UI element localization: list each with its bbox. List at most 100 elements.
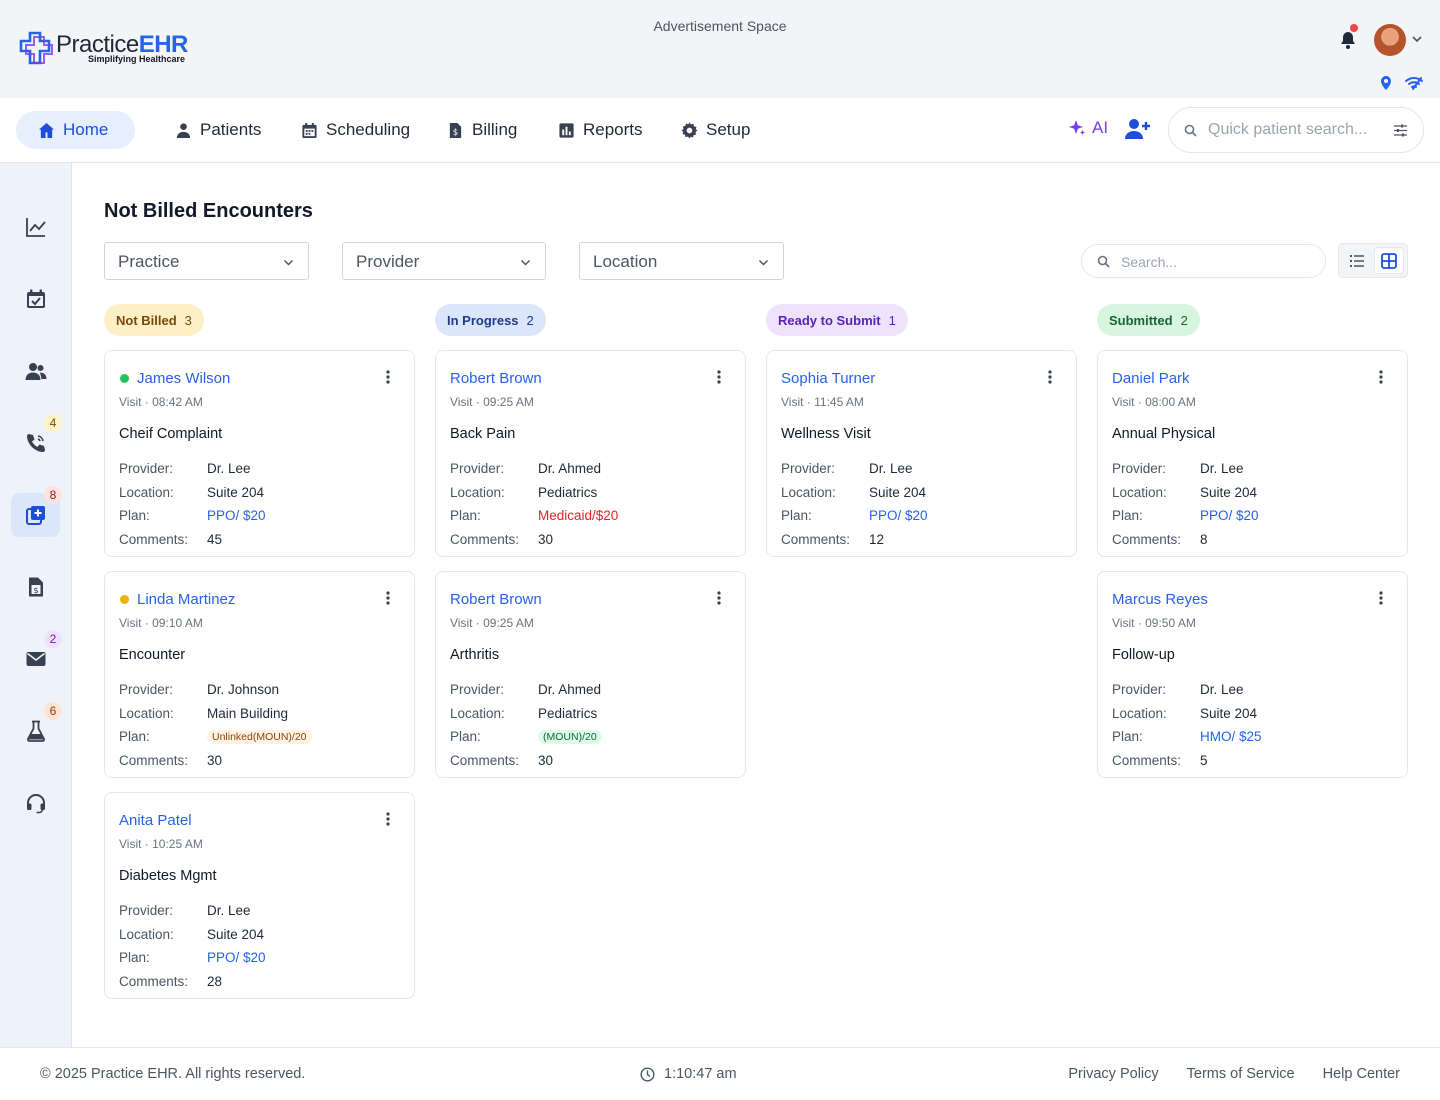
main-nav: Home Patients Scheduling $ Billing Repor… bbox=[0, 98, 1440, 163]
nav-home[interactable]: Home bbox=[16, 111, 135, 149]
more-options-icon[interactable] bbox=[712, 369, 726, 385]
patient-name-link[interactable]: Linda Martinez bbox=[137, 591, 236, 608]
notification-bell-icon[interactable] bbox=[1338, 30, 1358, 50]
location-value: Main Building bbox=[207, 706, 289, 721]
help-center-link[interactable]: Help Center bbox=[1322, 1066, 1400, 1082]
comments-label: Comments: bbox=[119, 532, 189, 547]
encounter-card[interactable]: Robert Brown Visit · 09:25 AM Arthritis Pro… bbox=[435, 571, 746, 778]
plan-row: Plan: Unlinked(MOUN)/20 bbox=[119, 729, 409, 744]
comments-value: 30 bbox=[538, 753, 554, 768]
sidebar-item-appointments[interactable] bbox=[11, 277, 60, 321]
comments-value: 30 bbox=[538, 532, 554, 547]
more-options-icon[interactable] bbox=[1043, 369, 1057, 385]
encounter-card[interactable]: Anita Patel Visit · 10:25 AM Diabetes Mgmt… bbox=[104, 792, 415, 999]
encounter-search-input[interactable]: Search... bbox=[1081, 244, 1326, 278]
sidebar-item-calls[interactable]: 4 bbox=[11, 414, 62, 465]
terms-of-service-link[interactable]: Terms of Service bbox=[1186, 1066, 1295, 1082]
more-options-icon[interactable] bbox=[381, 590, 395, 606]
encounter-card[interactable]: Linda Martinez Visit · 09:10 AM Encounter P… bbox=[104, 571, 415, 778]
patient-name-link[interactable]: Robert Brown bbox=[450, 591, 542, 608]
nav-setup[interactable]: Setup bbox=[681, 111, 750, 149]
sidebar-item-messages[interactable]: 2 bbox=[11, 630, 62, 681]
quick-patient-search[interactable]: Quick patient search... bbox=[1168, 107, 1424, 153]
board-view-button[interactable] bbox=[1374, 247, 1404, 274]
encounter-card[interactable]: Sophia Turner Visit · 11:45 AM Wellness Vi… bbox=[766, 350, 1077, 557]
patient-name-link[interactable]: Marcus Reyes bbox=[1112, 591, 1208, 608]
comments-value: 8 bbox=[1200, 532, 1208, 547]
comments-row: Comments: 28 bbox=[119, 974, 409, 989]
nav-reports[interactable]: Reports bbox=[558, 111, 643, 149]
location-label: Location: bbox=[781, 485, 836, 500]
provider-row: Provider: Dr. Lee bbox=[781, 461, 1071, 476]
sidebar-item-encounters[interactable]: 8 bbox=[11, 486, 62, 537]
chevron-down-icon[interactable] bbox=[1411, 33, 1423, 45]
location-filter[interactable]: Location bbox=[579, 242, 784, 280]
nav-scheduling[interactable]: Scheduling bbox=[301, 111, 410, 149]
comments-row: Comments: 30 bbox=[450, 532, 740, 547]
column-header-in-progress: In Progress 2 bbox=[435, 304, 546, 336]
list-view-button[interactable] bbox=[1342, 247, 1372, 274]
encounter-card[interactable]: Robert Brown Visit · 09:25 AM Back Pain Pro… bbox=[435, 350, 746, 557]
more-options-icon[interactable] bbox=[381, 811, 395, 827]
sidebar-item-analytics[interactable] bbox=[11, 205, 60, 249]
notification-dot bbox=[1350, 24, 1358, 32]
provider-label: Provider: bbox=[119, 682, 174, 697]
nav-billing[interactable]: $ Billing bbox=[447, 111, 517, 149]
brand-logo[interactable]: PracticeEHR Simplifying Healthcare bbox=[18, 30, 188, 66]
lab-icon bbox=[26, 720, 45, 742]
encounter-card[interactable]: James Wilson Visit · 08:42 AM Cheif Compla… bbox=[104, 350, 415, 557]
encounter-title: Follow-up bbox=[1112, 647, 1175, 663]
ai-assistant-button[interactable]: AI bbox=[1068, 118, 1108, 138]
sidebar-item-support[interactable] bbox=[11, 781, 60, 825]
plan-row: Plan: PPO/ $20 bbox=[1112, 508, 1402, 523]
sidebar-item-lab[interactable]: 6 bbox=[11, 702, 62, 753]
filter-sliders-icon[interactable] bbox=[1393, 123, 1408, 138]
more-options-icon[interactable] bbox=[381, 369, 395, 385]
column-header-submitted: Submitted 2 bbox=[1097, 304, 1200, 336]
patient-name-link[interactable]: James Wilson bbox=[137, 370, 231, 387]
encounter-title: Wellness Visit bbox=[781, 426, 871, 442]
patient-name-link[interactable]: Anita Patel bbox=[119, 812, 192, 829]
encounter-card[interactable]: Daniel Park Visit · 08:00 AM Annual Physic… bbox=[1097, 350, 1408, 557]
encounter-card[interactable]: Marcus Reyes Visit · 09:50 AM Follow-up Pro… bbox=[1097, 571, 1408, 778]
plan-label: Plan: bbox=[450, 508, 481, 523]
messages-badge: 2 bbox=[44, 630, 62, 648]
more-options-icon[interactable] bbox=[712, 590, 726, 606]
plan-row: Plan: (MOUN)/20 bbox=[450, 729, 740, 744]
view-toggle bbox=[1338, 243, 1408, 278]
column-header-not-billed: Not Billed 3 bbox=[104, 304, 204, 336]
privacy-policy-link[interactable]: Privacy Policy bbox=[1068, 1066, 1159, 1082]
add-user-icon[interactable] bbox=[1125, 118, 1151, 140]
comments-row: Comments: 45 bbox=[119, 532, 409, 547]
sidebar-item-patients[interactable] bbox=[11, 349, 60, 393]
nav-patients[interactable]: Patients bbox=[175, 111, 261, 149]
user-avatar[interactable] bbox=[1374, 24, 1406, 56]
connection-icon[interactable] bbox=[1404, 75, 1424, 91]
location-label: Location: bbox=[450, 485, 505, 500]
search-icon bbox=[1184, 124, 1197, 137]
plan-label: Plan: bbox=[119, 950, 150, 965]
patient-name-link[interactable]: Robert Brown bbox=[450, 370, 542, 387]
plan-row: Plan: PPO/ $20 bbox=[781, 508, 1071, 523]
location-row: Location: Suite 204 bbox=[781, 485, 1071, 500]
patient-name-link[interactable]: Sophia Turner bbox=[781, 370, 876, 387]
comments-label: Comments: bbox=[450, 532, 520, 547]
provider-filter[interactable]: Provider bbox=[342, 242, 546, 280]
comments-row: Comments: 12 bbox=[781, 532, 1071, 547]
patient-icon bbox=[176, 122, 191, 138]
more-options-icon[interactable] bbox=[1374, 590, 1388, 606]
provider-row: Provider: Dr. Lee bbox=[1112, 682, 1402, 697]
calendar-check-icon bbox=[26, 289, 45, 308]
patient-name-link[interactable]: Daniel Park bbox=[1112, 370, 1190, 387]
location-label: Location: bbox=[119, 485, 174, 500]
location-row: Location: Suite 204 bbox=[1112, 706, 1402, 721]
more-options-icon[interactable] bbox=[1374, 369, 1388, 385]
comments-value: 45 bbox=[207, 532, 223, 547]
sidebar-item-invoices[interactable]: $ bbox=[11, 565, 60, 609]
provider-value: Dr. Lee bbox=[207, 903, 251, 918]
encounter-title: Encounter bbox=[119, 647, 186, 663]
provider-label: Provider: bbox=[119, 903, 174, 918]
practice-filter[interactable]: Practice bbox=[104, 242, 309, 280]
comments-row: Comments: 5 bbox=[1112, 753, 1402, 768]
location-pin-icon[interactable] bbox=[1378, 75, 1394, 91]
